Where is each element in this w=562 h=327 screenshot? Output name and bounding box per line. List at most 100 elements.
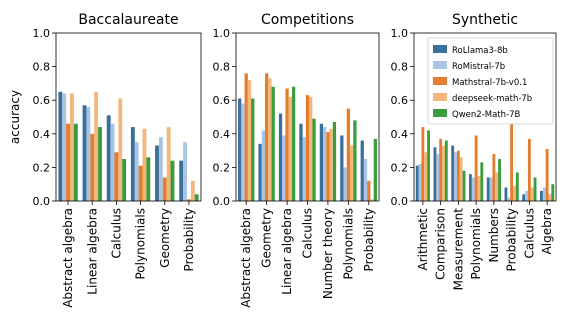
y-tick-label: 0.0 [213, 195, 231, 208]
bar-rollama3-8b-4 [486, 177, 490, 201]
bar-romistral-7b-2 [454, 152, 457, 201]
bar-deepseek-math-7b-3 [142, 128, 147, 201]
bar-deepseek-math-7b-7 [548, 194, 552, 201]
bar-rollama3-8b-3 [469, 174, 472, 201]
bar-qwen2-math-7b-4 [170, 160, 175, 201]
y-tick-label: 0.0 [33, 195, 51, 208]
bar-deepseek-math-7b-4 [166, 127, 171, 201]
legend-label: RoLlama3-8b [452, 46, 508, 56]
bar-romistral-7b-6 [525, 190, 528, 201]
bar-mathstral-7b-v0-1-4 [492, 153, 496, 201]
bar-rollama3-8b-7 [540, 190, 543, 201]
bar-romistral-7b-7 [542, 187, 546, 201]
bar-rollama3-8b-5 [504, 187, 508, 201]
x-tick-label: Probability [505, 208, 519, 271]
legend-label: Mathstral-7b-v0.1 [452, 78, 527, 88]
x-tick-label: Abstract algebra [239, 208, 253, 308]
y-axis-label: accuracy [8, 90, 22, 144]
y-tick-label: 0.6 [213, 94, 231, 107]
legend-swatch-mathstral-7b-v0-1 [433, 77, 447, 85]
bar-rollama3-8b-3 [299, 123, 303, 201]
x-tick-label: Geometry [260, 208, 274, 268]
bar-qwen2-math-7b-4 [332, 122, 337, 201]
legend-swatch-qwen2-math-7b [433, 109, 447, 117]
bar-deepseek-math-7b-4 [495, 172, 499, 201]
bar-deepseek-math-7b-1 [94, 91, 99, 201]
plot-frame-0 [55, 32, 202, 202]
bar-romistral-7b-6 [363, 159, 368, 201]
x-tick-label: Arithmetic [416, 208, 430, 271]
bar-romistral-7b-1 [261, 130, 266, 201]
bar-romistral-7b-0 [241, 103, 245, 201]
legend-label: Qwen2-Math-7B [452, 110, 520, 120]
bar-mathstral-7b-v0-1-1 [439, 138, 443, 201]
bar-mathstral-7b-v0-1-5 [346, 108, 350, 201]
bar-qwen2-math-7b-3 [312, 118, 316, 201]
legend-box [427, 37, 554, 125]
bar-deepseek-math-7b-5 [349, 145, 354, 201]
bar-deepseek-math-7b-3 [309, 96, 313, 201]
bar-mathstral-7b-v0-1-6 [367, 180, 371, 201]
x-tick-label: Number theory [321, 208, 335, 299]
bar-rollama3-8b-2 [451, 145, 455, 201]
x-tick-label: Probability [362, 208, 376, 271]
bar-mathstral-7b-v0-1-3 [138, 165, 143, 201]
bar-rollama3-8b-5 [179, 160, 184, 201]
bar-deepseek-math-7b-3 [477, 175, 481, 201]
bar-rollama3-8b-5 [340, 135, 344, 201]
bar-mathstral-7b-v0-1-2 [114, 152, 119, 201]
bar-deepseek-math-7b-0 [70, 93, 74, 201]
bar-qwen2-math-7b-2 [122, 159, 127, 201]
legend-label: deepseek-math-7b [452, 94, 532, 104]
panel-title: Baccalaureate [78, 12, 178, 28]
y-tick-label: 0.2 [391, 161, 409, 174]
bar-deepseek-math-7b-2 [288, 96, 292, 201]
y-tick-label: 1.0 [213, 27, 231, 40]
bar-mathstral-7b-v0-1-0 [244, 73, 248, 201]
x-tick-label: Polynomials [469, 208, 483, 280]
bar-rollama3-8b-1 [82, 105, 87, 201]
bar-deepseek-math-7b-6 [530, 187, 534, 201]
bar-romistral-7b-4 [158, 137, 163, 201]
bar-romistral-7b-3 [471, 177, 475, 201]
bar-qwen2-math-7b-0 [427, 130, 430, 201]
bar-mathstral-7b-v0-1-5 [510, 123, 514, 201]
y-tick-label: 1.0 [391, 27, 409, 40]
x-tick-label: Polynomials [341, 208, 355, 280]
bar-romistral-7b-1 [86, 106, 91, 201]
x-tick-label: Geometry [158, 208, 172, 268]
bar-qwen2-math-7b-0 [251, 98, 255, 201]
x-tick-label: Abstract algebra [61, 208, 75, 308]
y-tick-label: 0.0 [391, 195, 409, 208]
bar-qwen2-math-7b-1 [271, 86, 275, 201]
y-tick-label: 0.8 [33, 61, 51, 74]
bar-romistral-7b-1 [436, 153, 440, 201]
legend-swatch-romistral-7b [433, 61, 447, 69]
bar-mathstral-7b-v0-1-2 [285, 88, 289, 201]
bar-qwen2-math-7b-5 [353, 120, 357, 201]
y-tick-label: 0.4 [391, 128, 409, 141]
bar-rollama3-8b-6 [360, 140, 364, 201]
x-tick-label: Linear algebra [85, 208, 99, 295]
bar-mathstral-7b-v0-1-0 [66, 123, 71, 201]
bar-romistral-7b-3 [134, 142, 139, 201]
bar-mathstral-7b-v0-1-1 [265, 73, 269, 201]
plot-frame-2 [413, 32, 557, 202]
bar-rollama3-8b-1 [258, 143, 262, 201]
bar-qwen2-math-7b-7 [551, 184, 555, 201]
bar-qwen2-math-7b-6 [373, 138, 377, 201]
bar-rollama3-8b-2 [106, 115, 111, 201]
panel-title: Competitions [261, 12, 354, 28]
y-tick-label: 0.6 [33, 94, 51, 107]
bar-rollama3-8b-4 [319, 123, 324, 201]
bar-deepseek-math-7b-0 [247, 80, 252, 201]
y-tick-label: 0.2 [33, 161, 51, 174]
y-tick-label: 0.2 [213, 161, 231, 174]
bar-qwen2-math-7b-1 [444, 140, 448, 201]
bar-deepseek-math-7b-1 [268, 78, 272, 201]
bar-mathstral-7b-v0-1-5 [186, 199, 191, 201]
y-tick-label: 0.4 [213, 128, 231, 141]
bar-qwen2-math-7b-6 [533, 177, 537, 201]
y-tick-label: 0.8 [213, 61, 231, 74]
